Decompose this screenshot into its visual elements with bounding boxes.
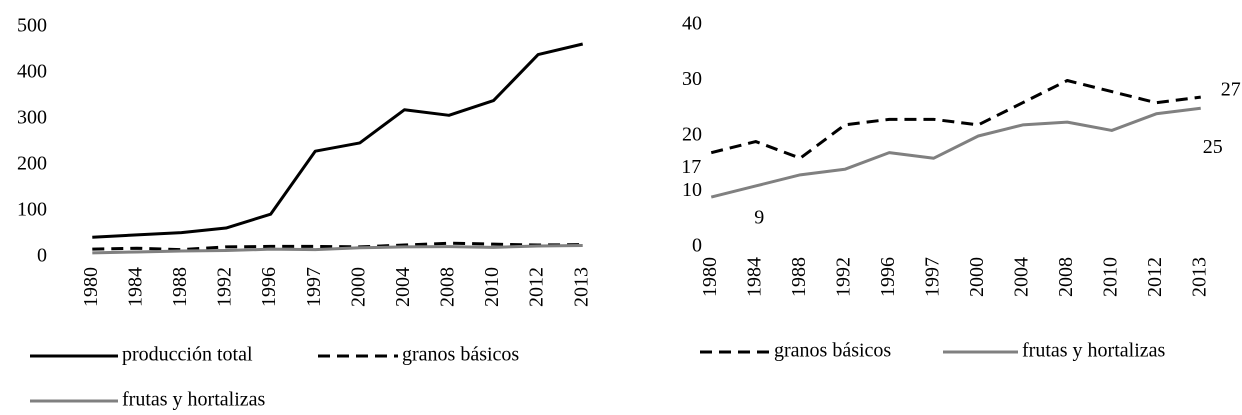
x-tick-label: 1980 xyxy=(699,257,721,297)
y-tick-label: 30 xyxy=(682,68,702,90)
x-tick-label: 2000 xyxy=(347,267,369,307)
x-tick-label: 1984 xyxy=(743,257,765,297)
x-tick-label: 1992 xyxy=(214,267,236,307)
y-tick-label: 400 xyxy=(17,61,47,83)
y-tick-label: 10 xyxy=(682,179,702,201)
x-tick-label: 1997 xyxy=(921,257,943,297)
y-tick-label: 0 xyxy=(692,235,702,257)
y-tick-label: 0 xyxy=(37,245,47,267)
x-tick-label: 2012 xyxy=(526,267,548,307)
x-tick-label: 2008 xyxy=(1055,257,1077,297)
data-label: 25 xyxy=(1203,136,1223,158)
series-line xyxy=(92,42,584,239)
x-tick-label: 2004 xyxy=(1010,257,1032,297)
series-line xyxy=(710,79,1201,160)
legend-label: granos básicos xyxy=(774,340,891,362)
legend-label: producción total xyxy=(122,344,253,366)
x-tick-label: 2010 xyxy=(481,267,503,307)
x-tick-label: 1992 xyxy=(832,257,854,297)
series-line xyxy=(92,241,583,252)
data-label: 17 xyxy=(681,156,701,178)
data-label: 27 xyxy=(1221,79,1241,101)
x-tick-label: 1984 xyxy=(124,267,146,307)
x-tick-label: 2013 xyxy=(1188,257,1210,297)
x-tick-label: 1980 xyxy=(80,267,102,307)
x-tick-label: 1996 xyxy=(877,257,899,297)
x-tick-label: 2012 xyxy=(1144,257,1166,297)
y-tick-label: 500 xyxy=(17,15,47,37)
y-tick-label: 40 xyxy=(682,13,702,35)
y-tick-label: 20 xyxy=(682,124,702,146)
x-tick-label: 1988 xyxy=(169,267,191,307)
y-tick-label: 300 xyxy=(17,107,47,129)
legend-label: frutas y hortalizas xyxy=(122,389,265,411)
series-line xyxy=(710,106,1201,199)
x-tick-label: 2000 xyxy=(966,257,988,297)
y-tick-label: 100 xyxy=(17,199,47,221)
x-tick-label: 2008 xyxy=(437,267,459,307)
series-line xyxy=(92,244,583,255)
x-tick-label: 1996 xyxy=(258,267,280,307)
x-tick-label: 2013 xyxy=(570,267,592,307)
x-tick-label: 2004 xyxy=(392,267,414,307)
x-tick-label: 1997 xyxy=(303,267,325,307)
legend-label: frutas y hortalizas xyxy=(1022,340,1165,362)
x-tick-label: 1988 xyxy=(788,257,810,297)
x-tick-label: 2010 xyxy=(1099,257,1121,297)
legend-label: granos básicos xyxy=(402,344,519,366)
data-label: 9 xyxy=(754,207,764,229)
y-tick-label: 200 xyxy=(17,153,47,175)
